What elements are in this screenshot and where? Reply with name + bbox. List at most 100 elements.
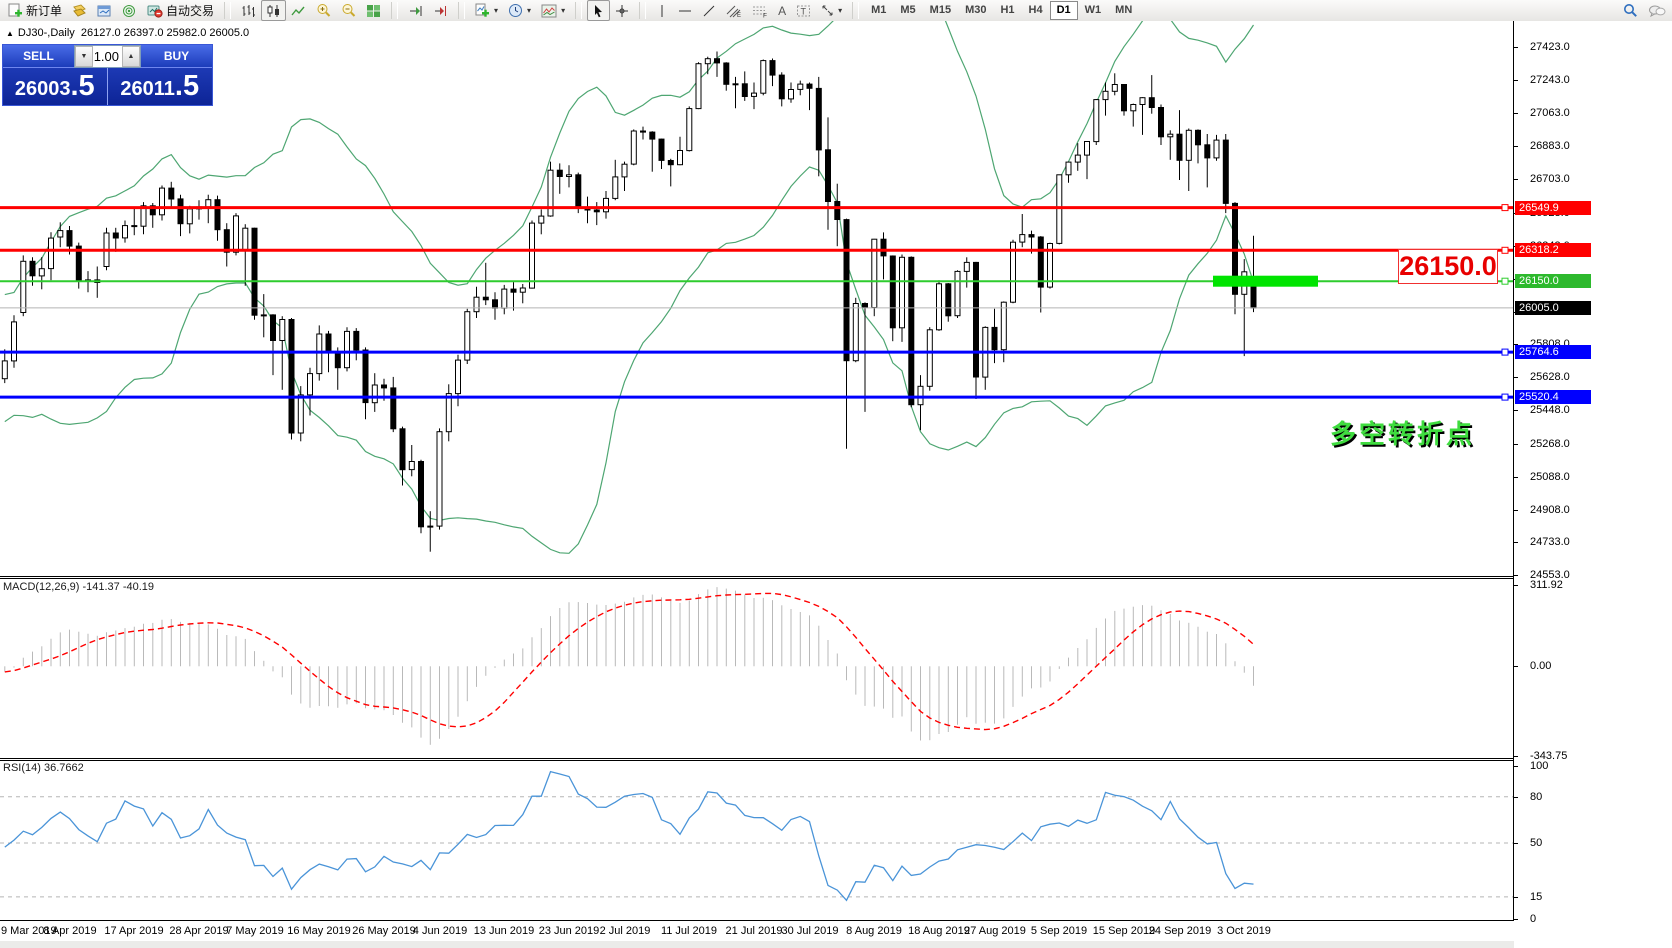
chat-icon[interactable]: [1648, 4, 1666, 18]
timeframe-button-mn[interactable]: MN: [1115, 4, 1133, 16]
price-badge-25764.6[interactable]: 25764.6: [1515, 345, 1591, 359]
volume-up-button[interactable]: ▲: [122, 46, 140, 67]
pane-separator[interactable]: [0, 578, 1672, 579]
line-endpoint-marker[interactable]: [1501, 246, 1509, 254]
candle-body: [1028, 234, 1035, 238]
chart-shift-button[interactable]: [428, 0, 453, 21]
date-label[interactable]: 28 Apr 2019: [169, 925, 229, 937]
timeframe-button-m30[interactable]: M30: [965, 4, 987, 16]
line-endpoint-marker[interactable]: [1501, 204, 1509, 212]
candle-body: [492, 299, 498, 309]
candle-body: [436, 431, 443, 527]
collapse-triangle-icon[interactable]: ▲: [6, 29, 14, 38]
pane-separator[interactable]: [0, 760, 1672, 761]
price-badge-26549.9[interactable]: 26549.9: [1515, 201, 1591, 215]
date-label[interactable]: 4 Jun 2019: [412, 925, 468, 937]
date-label[interactable]: 18 Aug 2019: [908, 925, 970, 937]
date-label[interactable]: 24 Sep 2019: [1148, 925, 1212, 937]
candle-body: [889, 255, 896, 329]
tick-mark: [1514, 575, 1518, 576]
date-label[interactable]: 13 Jun 2019: [473, 925, 535, 937]
tile-windows-button[interactable]: [361, 0, 386, 21]
timeframe-button-m5[interactable]: M5: [900, 4, 916, 16]
line-chart-button[interactable]: [286, 0, 311, 21]
price-badge-26005.0[interactable]: 26005.0: [1515, 301, 1591, 315]
date-label[interactable]: 8 Apr 2019: [43, 925, 97, 937]
sell-price[interactable]: 26003.5: [3, 68, 108, 105]
candle-body: [529, 222, 535, 289]
candle-body: [1121, 84, 1127, 112]
candle-body: [473, 296, 480, 313]
line-endpoint-marker[interactable]: [1501, 277, 1509, 285]
candle-body: [20, 260, 27, 314]
indicators-button[interactable]: ▾: [470, 0, 503, 21]
price-callout-box[interactable]: 26150.0: [1398, 249, 1498, 284]
date-label[interactable]: 15 Sep 2019: [1092, 925, 1156, 937]
date-label[interactable]: 8 Aug 2019: [846, 925, 902, 937]
date-label[interactable]: 26 May 2019: [352, 925, 416, 937]
date-label[interactable]: 5 Sep 2019: [1030, 925, 1088, 937]
periods-button[interactable]: ▾: [503, 0, 536, 21]
price-badge-25520.4[interactable]: 25520.4: [1515, 390, 1591, 404]
buy-price[interactable]: 26011.5: [120, 70, 200, 102]
turning-point-annotation[interactable]: 多空转折点: [1330, 419, 1476, 449]
bar-chart-button[interactable]: [236, 0, 261, 21]
text-label-button[interactable]: T: [791, 0, 816, 21]
arrows-button[interactable]: ▾: [816, 0, 847, 21]
toolbar-separator: [224, 2, 232, 19]
timeframe-button-d1[interactable]: D1: [1049, 1, 1078, 20]
timeframe-button-h1[interactable]: H1: [1000, 4, 1015, 16]
price-badge-26150.0[interactable]: 26150.0: [1515, 274, 1591, 288]
auto-scroll-button[interactable]: [403, 0, 428, 21]
cursor-button[interactable]: [587, 0, 611, 21]
date-label[interactable]: 3 Oct 2019: [1217, 925, 1271, 937]
timeframe-button-m1[interactable]: M1: [871, 4, 887, 16]
chart-window[interactable]: [0, 21, 1514, 948]
market-watch-button[interactable]: [92, 0, 117, 21]
pane-separator[interactable]: [0, 758, 1672, 759]
fibonacci-button[interactable]: F: [747, 0, 773, 21]
timeframe-button-h4[interactable]: H4: [1028, 4, 1043, 16]
navigator-button[interactable]: [117, 0, 142, 21]
price-badge-26318.2[interactable]: 26318.2: [1515, 243, 1591, 257]
timeframe-button-w1[interactable]: W1: [1084, 4, 1102, 16]
date-label[interactable]: 21 Jul 2019: [725, 925, 783, 937]
candlestick-chart-button[interactable]: [261, 0, 287, 21]
auto-trading-button[interactable]: 自动交易: [142, 0, 219, 21]
date-label[interactable]: 30 Jul 2019: [781, 925, 839, 937]
templates-button[interactable]: ▾: [536, 0, 570, 21]
trendline-button[interactable]: [697, 0, 721, 21]
crosshair-button[interactable]: [610, 0, 634, 21]
buy-button[interactable]: BUY: [141, 45, 212, 68]
candle-body: [205, 199, 212, 208]
vertical-line-button[interactable]: [651, 0, 673, 21]
volume-down-button[interactable]: ▼: [75, 46, 93, 67]
line-endpoint-marker[interactable]: [1501, 393, 1509, 401]
date-label[interactable]: 16 May 2019: [287, 925, 351, 937]
new-order-button[interactable]: 新订单: [3, 0, 67, 21]
sell-button[interactable]: SELL: [3, 45, 74, 68]
highlight-segment[interactable]: [1213, 275, 1318, 287]
timeframe-button-m15[interactable]: M15: [929, 4, 952, 16]
zoom-in-button[interactable]: [311, 0, 336, 21]
date-label[interactable]: 23 Jun 2019: [538, 925, 600, 937]
volume-value[interactable]: 1.00: [93, 49, 119, 64]
channel-button[interactable]: E: [721, 0, 747, 21]
horizontal-line-button[interactable]: [673, 0, 697, 21]
date-label[interactable]: 7 May 2019: [226, 925, 284, 937]
date-label[interactable]: 11 Jul 2019: [660, 925, 718, 937]
search-icon[interactable]: [1623, 3, 1638, 18]
chart-canvas[interactable]: [0, 21, 1514, 948]
date-label[interactable]: 9 Mar 2019: [1, 925, 57, 937]
date-label[interactable]: 2 Jul 2019: [599, 925, 651, 937]
pane-separator[interactable]: [0, 576, 1672, 577]
chart-profile-button[interactable]: [67, 0, 92, 21]
price-axis[interactable]: [1514, 21, 1672, 948]
candle-body: [1222, 139, 1229, 204]
date-label[interactable]: 27 Aug 2019: [964, 925, 1026, 937]
line-endpoint-marker[interactable]: [1501, 348, 1509, 356]
date-label[interactable]: 17 Apr 2019: [104, 925, 164, 937]
text-button[interactable]: A: [773, 0, 791, 21]
candle-body: [288, 319, 295, 434]
zoom-out-button[interactable]: [336, 0, 361, 21]
